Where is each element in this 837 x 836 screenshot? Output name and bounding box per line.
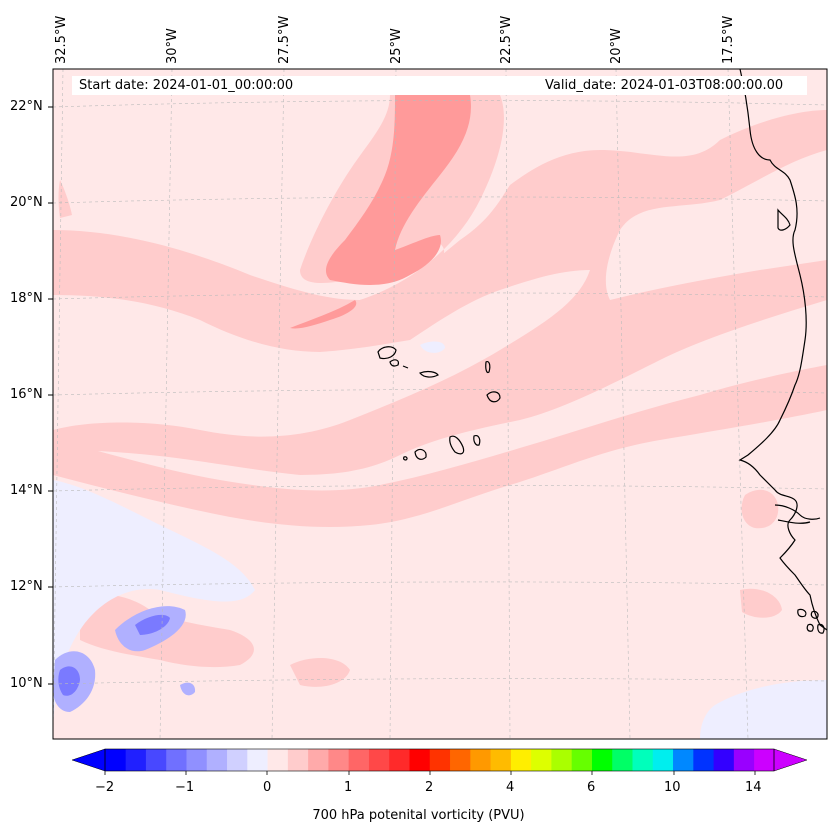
- colorbar-swatch: [186, 749, 207, 771]
- colorbar-tick-label: 14: [745, 780, 762, 795]
- island-santa-luzia: [402, 365, 409, 369]
- colorbar-swatch: [449, 749, 471, 771]
- colorbar-swatch: [388, 749, 410, 771]
- lat-label-16n: 16°N: [10, 387, 43, 402]
- colorbar-tick-label: −2: [95, 780, 115, 795]
- colorbar-swatch: [226, 749, 248, 771]
- colorbar-swatch: [652, 749, 674, 771]
- pv-blob-far-west: [58, 180, 72, 218]
- colorbar-under-arrow: [71, 748, 106, 772]
- colorbar-swatch: [125, 749, 146, 771]
- colorbar-swatch: [571, 749, 592, 771]
- lat-label-10n: 10°N: [10, 676, 43, 691]
- lat-ticks: [48, 106, 53, 685]
- colorbar-tick-label: 10: [664, 780, 681, 795]
- colorbar-tick-label: 1: [344, 780, 353, 795]
- lon-label-32-5w: 32.5°W: [54, 15, 69, 64]
- pv-blue-sw-small: [180, 682, 196, 696]
- colorbar-swatch: [469, 749, 491, 771]
- colorbar-swatch: [287, 749, 309, 771]
- colorbar-tick-label: 4: [506, 780, 515, 795]
- coastline-gambia: [774, 504, 821, 524]
- coastline-bissagos: [797, 608, 825, 634]
- island-sao-vicente: [389, 359, 400, 367]
- island-sao-nicolau: [419, 370, 439, 378]
- colorbar: [71, 748, 808, 775]
- colorbar-frame: [104, 748, 775, 772]
- lat-label-20n: 20°N: [10, 195, 43, 210]
- pv-core-tail: [290, 300, 357, 329]
- island-santo-antao: [377, 346, 397, 360]
- pv-blob-east-coast: [741, 489, 779, 529]
- colorbar-swatch: [632, 749, 653, 771]
- colorbar-swatch: [145, 749, 167, 771]
- island-fogo: [414, 448, 427, 460]
- island-maio: [473, 435, 481, 446]
- colorbar-swatch: [551, 749, 572, 771]
- colorbar-swatch: [105, 749, 126, 771]
- colorbar-swatch: [368, 749, 390, 771]
- colorbar-tick-label: 6: [587, 780, 596, 795]
- pv-blue-ne-light: [420, 341, 445, 353]
- colorbar-swatch: [713, 749, 734, 771]
- colorbar-swatch: [490, 749, 511, 771]
- lon-label-22-5w: 22.5°W: [499, 15, 514, 64]
- lon-label-20w: 20°W: [609, 28, 624, 64]
- colorbar-swatch: [753, 749, 775, 771]
- map-area: [53, 69, 827, 739]
- colorbar-swatch: [348, 749, 369, 771]
- valid-date-label: Valid_date: 2024-01-03T08:00:00.00: [545, 78, 784, 93]
- lon-label-27-5w: 27.5°W: [277, 15, 292, 64]
- colorbar-swatch: [328, 749, 349, 771]
- island-santiago: [449, 435, 465, 455]
- colorbar-swatch: [530, 749, 552, 771]
- colorbar-swatch: [267, 749, 288, 771]
- pv-blue-deep-mid: [135, 614, 170, 635]
- colorbar-swatch: [307, 749, 329, 771]
- colorbar-swatch: [692, 749, 714, 771]
- colorbar-swatch: [409, 749, 430, 771]
- lon-label-17-5w: 17.5°W: [721, 15, 736, 64]
- lat-label-14n: 14°N: [10, 483, 43, 498]
- island-brava: [403, 456, 408, 461]
- lat-label-22n: 22°N: [10, 99, 43, 114]
- colorbar-swatch: [672, 749, 694, 771]
- cape-verde-islands: [377, 346, 501, 461]
- pv-blob-se: [740, 588, 782, 618]
- colorbar-title: 700 hPa potenital vorticity (PVU): [312, 808, 525, 823]
- map-frame: [52, 68, 828, 740]
- date-header-box: [72, 76, 807, 95]
- colorbar-swatch: [591, 749, 613, 771]
- pv-blue-deep-sw: [58, 666, 80, 696]
- gridlines: [53, 69, 827, 739]
- colorbar-tick-label: 0: [263, 780, 272, 795]
- pv-blue-west-light: [53, 480, 255, 739]
- island-sal: [485, 360, 491, 374]
- pv-band-northern: [53, 110, 827, 475]
- colorbar-tick-label: −1: [175, 780, 195, 795]
- lat-label-12n: 12°N: [10, 579, 43, 594]
- colorbar-swatch: [733, 749, 755, 771]
- colorbar-swatch: [246, 749, 268, 771]
- coastline-senegal-inlet: [777, 208, 791, 231]
- colorbar-swatch: [206, 749, 228, 771]
- colorbar-swatch: [429, 749, 451, 771]
- colorbar-swatch: [510, 749, 532, 771]
- lon-label-25w: 25°W: [389, 28, 404, 64]
- pv-core-north: [325, 95, 471, 285]
- start-date-label: Start date: 2024-01-01_00:00:00: [79, 78, 294, 93]
- lat-label-18n: 18°N: [10, 291, 43, 306]
- colorbar-over-arrow: [773, 748, 808, 772]
- pv-band-central: [53, 365, 827, 527]
- lon-label-30w: 30°W: [165, 28, 180, 64]
- coastline-africa: [738, 69, 827, 631]
- colorbar-swatch: [611, 749, 633, 771]
- colorbar-tick-label: 2: [425, 780, 434, 795]
- pv-blue-se-light: [700, 680, 827, 739]
- island-boa-vista: [486, 391, 501, 403]
- colorbar-swatch: [165, 749, 187, 771]
